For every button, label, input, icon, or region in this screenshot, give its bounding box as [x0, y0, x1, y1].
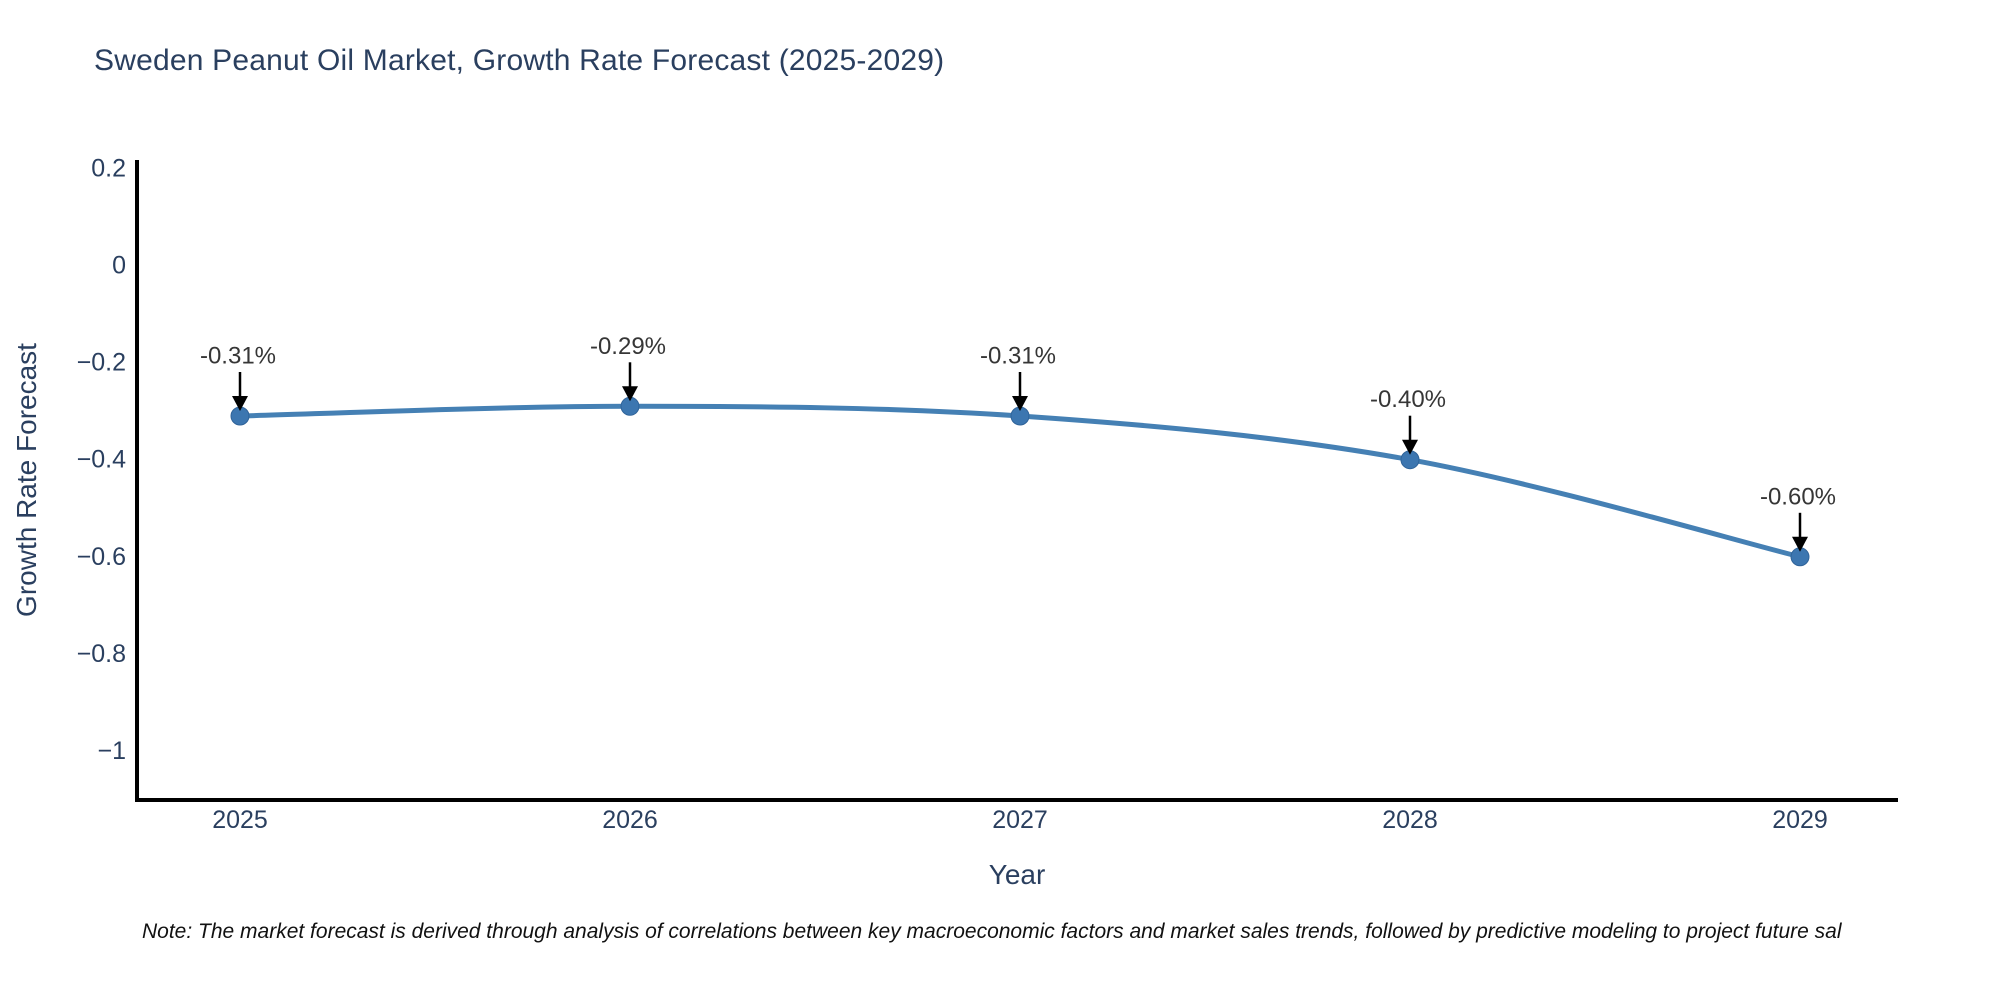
forecast-line	[239, 403, 1801, 560]
x-tick-label: 2026	[602, 806, 658, 834]
annotation-arrowhead-icon	[1792, 536, 1808, 552]
x-tick-label: 2028	[1382, 806, 1438, 834]
annotation-arrowhead-icon	[622, 386, 638, 402]
x-tick-label: 2025	[212, 806, 268, 834]
point-value-label: -0.60%	[1760, 483, 1836, 510]
point-value-label: -0.40%	[1370, 386, 1446, 413]
x-axis-title: Year	[988, 859, 1046, 890]
x-tick-label: 2029	[1772, 806, 1828, 834]
point-value-label: -0.31%	[980, 343, 1056, 370]
axis-lines	[135, 160, 1898, 802]
y-tick-label: −0.4	[77, 446, 126, 474]
y-tick-label: −0.2	[77, 349, 126, 377]
y-tick-label: 0.2	[91, 154, 126, 182]
y-tick-label: −0.6	[77, 543, 126, 571]
y-tick-label: 0	[112, 252, 126, 280]
point-value-label: -0.31%	[200, 343, 276, 370]
footnote: Note: The market forecast is derived thr…	[142, 920, 1842, 943]
point-value-label: -0.29%	[590, 333, 666, 360]
x-tick-label: 2027	[992, 806, 1048, 834]
annotation-arrowhead-icon	[1402, 439, 1418, 455]
y-tick-label: −1	[97, 737, 126, 765]
chart-title: Sweden Peanut Oil Market, Growth Rate Fo…	[94, 44, 945, 77]
annotation-arrowhead-icon	[1012, 396, 1028, 412]
y-tick-label: −0.8	[77, 640, 126, 668]
annotation-arrowhead-icon	[232, 396, 248, 412]
